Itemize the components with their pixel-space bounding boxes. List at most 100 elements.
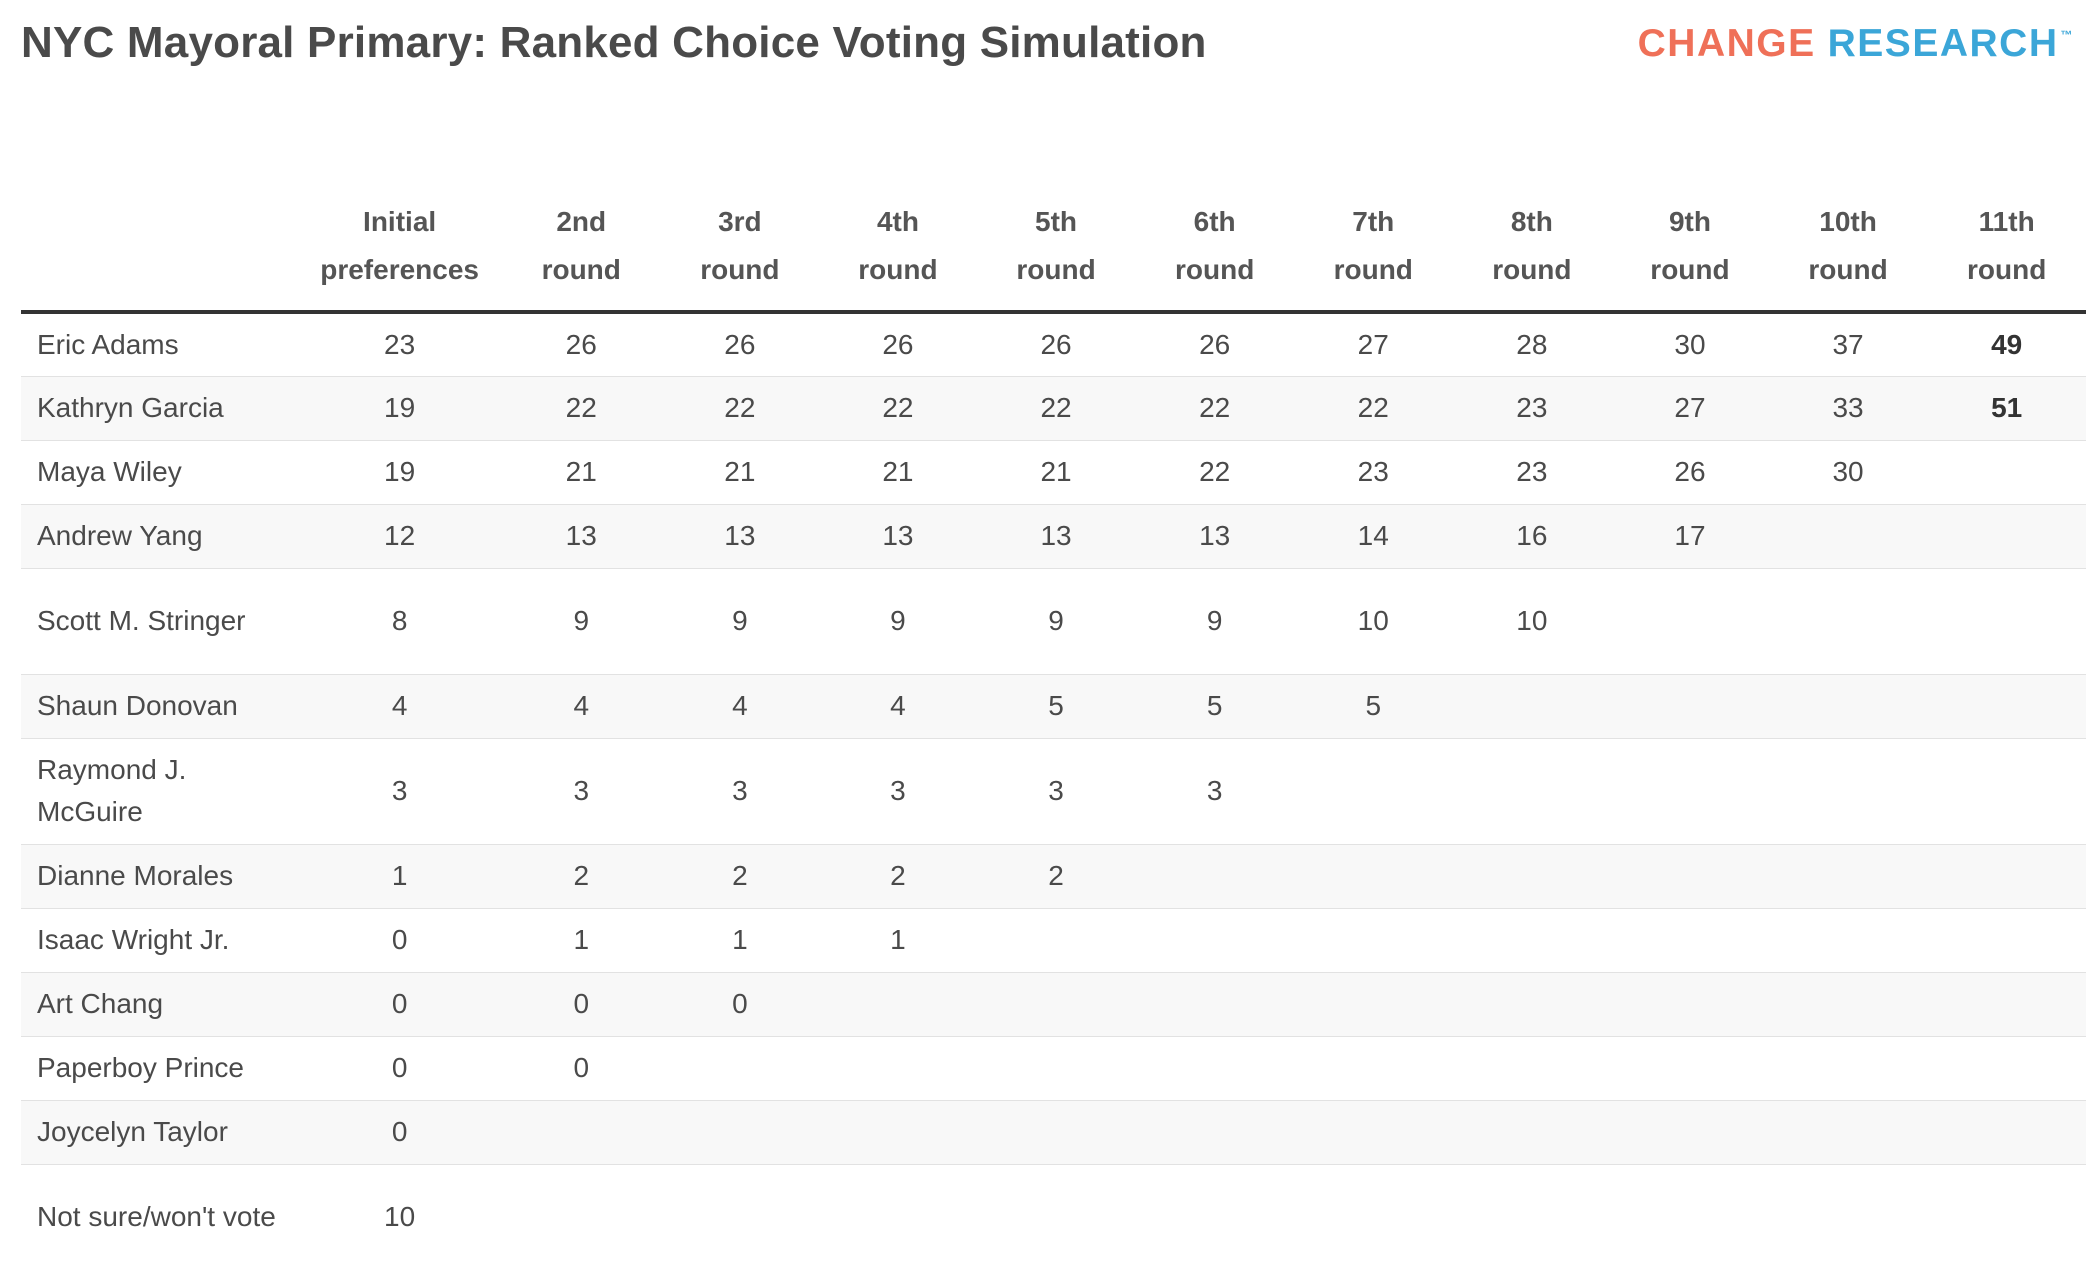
vote-share-cell: 26 bbox=[501, 312, 661, 377]
vote-share-cell bbox=[1768, 1100, 1928, 1165]
vote-share-cell: 26 bbox=[1611, 440, 1769, 505]
round-header-line1: 9th bbox=[1668, 206, 1711, 237]
vote-share-cell bbox=[1453, 1164, 1612, 1270]
table-row: Kathryn Garcia 19 22 22 22 22 22 22 23 27 33 51 bbox=[21, 376, 2086, 441]
vote-share-cell: 30 bbox=[1768, 440, 1928, 505]
vote-share-cell bbox=[819, 972, 977, 1037]
vote-share-cell bbox=[1611, 972, 1769, 1037]
vote-share-cell: 5 bbox=[1135, 674, 1294, 739]
vote-share-cell bbox=[1611, 1036, 1769, 1101]
vote-share-cell bbox=[1768, 972, 1928, 1037]
vote-share-cell bbox=[660, 1036, 820, 1101]
vote-share-cell bbox=[976, 1100, 1136, 1165]
vote-share-cell: 22 bbox=[660, 376, 820, 441]
vote-share-cell: 37 bbox=[1768, 312, 1928, 377]
vote-share-cell: 9 bbox=[819, 568, 977, 675]
vote-share-cell: 17 bbox=[1611, 504, 1769, 569]
vote-share-cell bbox=[501, 1100, 661, 1165]
vote-share-cell bbox=[1452, 1036, 1612, 1101]
round-header-line2: round bbox=[858, 254, 938, 285]
round-column-header: 4th round bbox=[819, 192, 977, 314]
round-header-line1: 3rd bbox=[718, 206, 762, 237]
vote-share-cell: 10 bbox=[384, 1201, 416, 1233]
vote-share-cell: 12 bbox=[297, 504, 502, 569]
vote-share-cell: 14 bbox=[1293, 504, 1453, 569]
table-row: Joycelyn Taylor 0 bbox=[21, 1100, 2086, 1165]
candidate-name: Eric Adams bbox=[21, 312, 298, 377]
round-column-header: 8th round bbox=[1452, 192, 1612, 314]
vote-share-cell bbox=[1768, 1036, 1928, 1101]
vote-share-cell: 0 bbox=[660, 972, 820, 1037]
table-header-row: Initial preferences 2nd round 3rd round 4th rou… bbox=[21, 192, 2086, 314]
vote-share-cell bbox=[977, 1164, 1136, 1270]
vote-share-cell bbox=[1768, 844, 1928, 909]
round-header-line1: 7th bbox=[1352, 206, 1395, 237]
change-research-logo: CHANGE RESEARCH ™ bbox=[1638, 22, 2074, 66]
round-column-header: Initial preferences bbox=[297, 192, 502, 314]
vote-share-cell bbox=[1768, 504, 1928, 569]
vote-share-cell: 30 bbox=[1611, 312, 1769, 377]
vote-share-cell: 27 bbox=[1293, 312, 1453, 377]
table-row: Andrew Yang 12 13 13 13 13 13 14 16 17 bbox=[21, 504, 2086, 569]
vote-share-cell: 13 bbox=[819, 504, 977, 569]
table-row: Paperboy Prince 0 0 bbox=[21, 1036, 2086, 1101]
round-column-header: 5th round bbox=[976, 192, 1136, 314]
vote-share-cell: 4 bbox=[660, 674, 820, 739]
round-column-header: 9th round bbox=[1611, 192, 1769, 314]
vote-share-cell: 5 bbox=[976, 674, 1136, 739]
vote-share-cell bbox=[1135, 844, 1294, 909]
vote-share-cell: 0 bbox=[501, 1036, 661, 1101]
vote-share-cell: 13 bbox=[660, 504, 820, 569]
vote-share-cell: 21 bbox=[819, 440, 977, 505]
round-header-line1: 10th bbox=[1819, 206, 1877, 237]
vote-share-cell: 9 bbox=[1135, 568, 1294, 675]
vote-share-cell: 0 bbox=[297, 1100, 502, 1165]
round-header-line1: 5th bbox=[1035, 206, 1078, 237]
round-header-line2: round bbox=[1808, 254, 1888, 285]
vote-share-cell bbox=[1452, 908, 1612, 973]
vote-share-cell bbox=[1927, 440, 2086, 505]
vote-share-cell bbox=[1611, 568, 1769, 675]
vote-share-cell: 13 bbox=[501, 504, 661, 569]
vote-share-cell: 2 bbox=[819, 844, 977, 909]
vote-share-cell bbox=[976, 1036, 1136, 1101]
vote-share-cell bbox=[1452, 738, 1612, 845]
candidate-name: Art Chang bbox=[21, 972, 298, 1037]
vote-share-cell: 22 bbox=[501, 376, 661, 441]
vote-share-cell bbox=[1611, 1100, 1769, 1165]
round-header-line2: round bbox=[1333, 254, 1413, 285]
vote-share-cell bbox=[660, 1100, 820, 1165]
logo-trademark: ™ bbox=[2060, 28, 2074, 42]
vote-share-cell bbox=[1927, 674, 2086, 739]
vote-share-cell bbox=[1293, 972, 1453, 1037]
vote-share-cell bbox=[1293, 1036, 1453, 1101]
vote-share-cell bbox=[819, 1036, 977, 1101]
vote-share-cell bbox=[819, 1100, 977, 1165]
vote-share-cell: 21 bbox=[660, 440, 820, 505]
vote-share-cell: 3 bbox=[1135, 738, 1294, 845]
vote-share-cell: 22 bbox=[1135, 440, 1294, 505]
vote-share-cell: 3 bbox=[976, 738, 1136, 845]
vote-share-cell: 26 bbox=[660, 312, 820, 377]
table-row: Not sure/won't vote 10 bbox=[21, 1164, 2086, 1270]
vote-share-cell: 1 bbox=[501, 908, 661, 973]
table-row: Eric Adams 23 26 26 26 26 26 27 28 30 37 49 bbox=[21, 312, 2086, 377]
candidate-name: Scott M. Stringer bbox=[21, 568, 298, 675]
vote-share-cell: 51 bbox=[1927, 376, 2086, 441]
vote-share-cell bbox=[1452, 1100, 1612, 1165]
vote-share-cell bbox=[976, 972, 1136, 1037]
vote-share-cell: 9 bbox=[660, 568, 820, 675]
table-row: Shaun Donovan 4 4 4 4 5 5 5 bbox=[21, 674, 2086, 739]
round-header-line1: 2nd bbox=[556, 206, 607, 237]
vote-share-cell bbox=[1135, 1164, 1294, 1270]
rcv-results-table: Initial preferences 2nd round 3rd round 4th rou… bbox=[21, 192, 2086, 1270]
vote-share-cell bbox=[1611, 844, 1769, 909]
vote-share-cell: 21 bbox=[501, 440, 661, 505]
candidate-name: Kathryn Garcia bbox=[21, 376, 298, 441]
vote-share-cell: 5 bbox=[1293, 674, 1453, 739]
vote-share-cell bbox=[1927, 738, 2086, 845]
logo-word-change: CHANGE bbox=[1637, 22, 1816, 65]
candidate-name: Joycelyn Taylor bbox=[21, 1100, 298, 1165]
vote-share-cell: 4 bbox=[297, 674, 502, 739]
candidate-name: Not sure/won't vote bbox=[37, 1201, 276, 1233]
